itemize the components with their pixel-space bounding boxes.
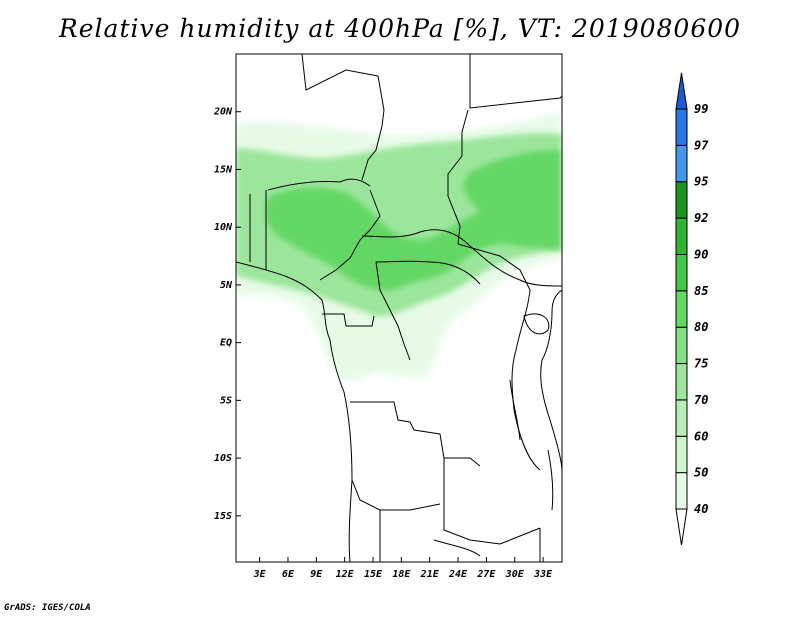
- colorbar-label: 97: [694, 138, 709, 152]
- lon-tick-label: 15E: [364, 569, 383, 580]
- map-frame: [235, 53, 563, 563]
- colorbar-label: 95: [694, 175, 708, 189]
- colorbar-segment: [675, 217, 688, 255]
- lat-tick-label: 10S: [214, 453, 232, 464]
- border-nigeria-cameroon: [319, 189, 381, 281]
- lat-tick-label: 20N: [213, 107, 233, 118]
- border-niger-mali: [301, 54, 379, 91]
- humidity-field: [236, 113, 562, 381]
- lon-tick-label: 9E: [310, 569, 323, 580]
- border-zambia: [443, 458, 541, 545]
- colorbar-segment: [675, 181, 688, 219]
- map-title: Relative humidity at 400hPa [%], VT: 201…: [58, 14, 742, 43]
- border-niger-nigeria: [267, 178, 371, 191]
- colorbar-segment: [675, 363, 688, 401]
- coastline-east-africa: [540, 289, 562, 473]
- colorbar-label: 50: [694, 466, 708, 480]
- lon-tick-label: 24E: [448, 569, 468, 580]
- humidity-region-high: [265, 150, 560, 291]
- lake-tanganyika: [509, 379, 521, 441]
- border-westafrica: [249, 190, 267, 270]
- lat-tick-label: 15N: [214, 164, 233, 175]
- map-plot-area: [236, 54, 562, 562]
- lake-victoria: [523, 313, 550, 335]
- lon-tick-label: 6E: [282, 569, 295, 580]
- lon-tick-label: 18E: [392, 569, 411, 580]
- colorbar-segment: [675, 326, 688, 365]
- border-sudan-south: [457, 243, 531, 291]
- colorbar-label: 70: [694, 393, 708, 407]
- lat-tick-label: 15S: [214, 511, 232, 522]
- lon-tick-label: 3E: [253, 569, 267, 580]
- border-chad-niger: [361, 75, 385, 181]
- country-borders: [236, 54, 562, 562]
- colorbar-label: 90: [694, 247, 708, 261]
- lon-tick-label: 21E: [420, 569, 440, 580]
- border-chad-sudan: [447, 109, 469, 245]
- border-angola-north: [350, 401, 481, 467]
- border-drc-east: [511, 289, 541, 471]
- colorbar-segment: [675, 108, 688, 146]
- border-bahr: [433, 539, 481, 557]
- latitude-axis: 20N 15N 10N 5N EQ 5S 10S 15S: [213, 107, 241, 522]
- border-car-south: [375, 260, 481, 285]
- border-car: [361, 229, 562, 287]
- lat-tick-label: 5N: [220, 280, 233, 291]
- grads-credit: GrADS: IGES/COLA: [4, 603, 91, 613]
- colorbar-segment: [675, 144, 688, 183]
- lat-tick-label: EQ: [220, 338, 232, 349]
- lon-tick-label: 30E: [505, 569, 525, 580]
- colorbar: 40 50 60 70 75 80 85 90 92 95 97 99: [675, 72, 709, 546]
- colorbar-segment: [675, 399, 688, 437]
- lon-tick-label: 27E: [476, 569, 496, 580]
- border-gabon: [322, 313, 375, 327]
- border-libya-sudan: [469, 54, 562, 109]
- colorbar-segment: [675, 290, 688, 328]
- colorbar-segment: [675, 435, 688, 474]
- lat-tick-label: 10N: [214, 222, 233, 233]
- border-congo-drc: [375, 261, 411, 361]
- colorbar-label: 85: [694, 284, 708, 298]
- colorbar-label: 92: [694, 211, 708, 225]
- colorbar-segment: [675, 253, 688, 292]
- colorbar-label: 80: [694, 320, 708, 334]
- colorbar-label: 40: [694, 502, 708, 516]
- colorbar-lower-triangle: [675, 508, 688, 546]
- lake-malawi: [547, 449, 554, 511]
- longitude-axis: 3E 6E 9E 12E 15E 18E 21E 24E 27E 30E 33E: [253, 557, 553, 580]
- lon-tick-label: 33E: [533, 569, 553, 580]
- colorbar-label: 75: [694, 357, 708, 371]
- colorbar-segment: [675, 472, 688, 510]
- coastline-west-africa: [236, 261, 353, 562]
- colorbar-label: 99: [694, 102, 708, 116]
- colorbar-label: 60: [694, 429, 708, 443]
- colorbar-upper-triangle: [675, 72, 688, 110]
- lat-tick-label: 5S: [220, 395, 232, 406]
- lon-tick-label: 12E: [336, 569, 355, 580]
